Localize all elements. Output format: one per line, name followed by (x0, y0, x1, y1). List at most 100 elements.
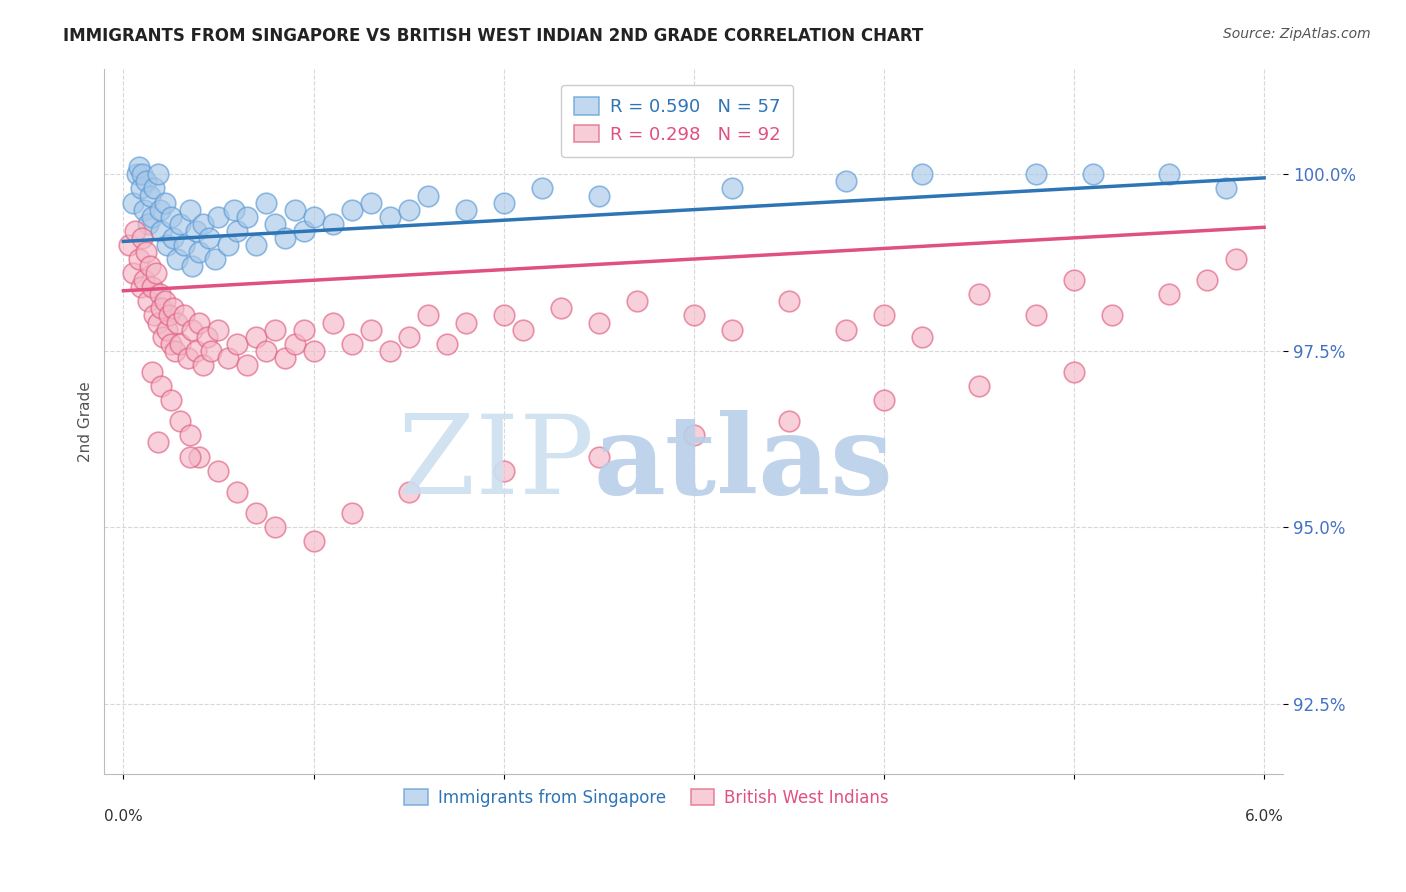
Point (129, 280, 152, 294)
Point (720, 323, 742, 337)
Point (226, 484, 249, 499)
Point (492, 464, 515, 478)
Point (1063, 273, 1085, 287)
Point (139, 188, 162, 202)
Point (302, 534, 325, 549)
Point (160, 336, 183, 351)
Point (150, 301, 173, 316)
Point (146, 435, 169, 450)
Point (322, 316, 344, 330)
Point (128, 161, 150, 175)
Point (122, 195, 145, 210)
Text: atlas: atlas (593, 410, 893, 517)
Point (148, 202, 170, 217)
Point (398, 484, 420, 499)
Point (180, 323, 202, 337)
Point (1025, 167, 1047, 181)
Point (146, 167, 169, 181)
Point (226, 336, 249, 351)
Point (166, 252, 188, 266)
Point (264, 323, 287, 337)
Point (454, 202, 477, 217)
Point (169, 217, 191, 231)
Point (274, 351, 297, 365)
Point (134, 273, 156, 287)
Point (454, 316, 477, 330)
Text: IMMIGRANTS FROM SINGAPORE VS BRITISH WEST INDIAN 2ND GRADE CORRELATION CHART: IMMIGRANTS FROM SINGAPORE VS BRITISH WES… (63, 27, 924, 45)
Point (188, 450, 211, 464)
Point (179, 450, 201, 464)
Point (146, 316, 169, 330)
Point (162, 231, 184, 245)
Point (141, 210, 163, 224)
Point (179, 202, 201, 217)
Point (131, 231, 153, 245)
Point (193, 358, 215, 372)
Point (835, 323, 858, 337)
Point (217, 351, 239, 365)
Point (1157, 287, 1180, 301)
Point (166, 316, 188, 330)
Point (626, 294, 648, 309)
Point (207, 464, 229, 478)
Point (184, 343, 207, 358)
Point (152, 329, 174, 343)
Point (217, 238, 239, 252)
Point (322, 217, 344, 231)
Point (207, 210, 229, 224)
Point (398, 329, 420, 343)
Point (492, 195, 515, 210)
Point (360, 323, 382, 337)
Point (302, 343, 325, 358)
Point (129, 181, 152, 195)
Point (588, 316, 610, 330)
Point (911, 167, 934, 181)
Point (136, 217, 159, 231)
Point (222, 202, 245, 217)
Point (340, 336, 363, 351)
Point (169, 414, 191, 428)
Point (142, 181, 165, 195)
Point (204, 252, 226, 266)
Point (135, 244, 157, 259)
Point (207, 323, 229, 337)
Point (122, 266, 145, 280)
Text: ZIP: ZIP (398, 410, 593, 517)
Point (720, 181, 742, 195)
Y-axis label: 2nd Grade: 2nd Grade (79, 381, 93, 462)
Point (162, 301, 184, 316)
Point (283, 202, 305, 217)
Point (416, 188, 439, 202)
Point (160, 210, 183, 224)
Point (292, 224, 315, 238)
Point (124, 224, 146, 238)
Point (200, 343, 222, 358)
Point (1215, 181, 1237, 195)
Text: Source: ZipAtlas.com: Source: ZipAtlas.com (1223, 27, 1371, 41)
Point (398, 202, 420, 217)
Point (226, 224, 249, 238)
Point (245, 329, 267, 343)
Point (193, 217, 215, 231)
Point (188, 316, 211, 330)
Point (135, 174, 157, 188)
Point (128, 252, 150, 266)
Point (512, 323, 534, 337)
Point (550, 301, 572, 316)
Point (340, 506, 363, 520)
Point (378, 210, 401, 224)
Point (245, 238, 267, 252)
Point (148, 287, 170, 301)
Point (125, 167, 148, 181)
Point (360, 195, 382, 210)
Point (180, 259, 202, 273)
Point (141, 280, 163, 294)
Point (155, 195, 177, 210)
Point (264, 520, 287, 534)
Point (173, 238, 195, 252)
Point (195, 329, 218, 343)
Point (588, 188, 610, 202)
Point (145, 266, 167, 280)
Point (292, 323, 315, 337)
Point (264, 217, 287, 231)
